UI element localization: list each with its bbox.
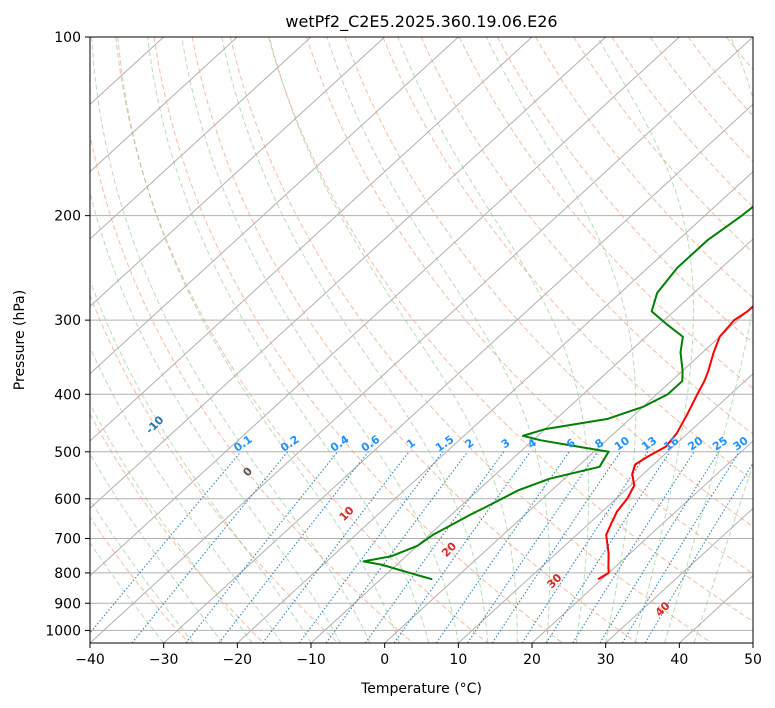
mixing-ratio-line: [218, 451, 369, 643]
mixing-ratio-line: [364, 451, 505, 643]
dry-adiabat-line: [649, 37, 753, 163]
dry-adiabat-line: [420, 37, 753, 435]
x-tick-label: 30: [597, 652, 615, 668]
mixing-ratio-line: [90, 451, 242, 634]
isotherm-gridline: [457, 372, 753, 643]
isotherm-gridline: [236, 170, 753, 643]
moist-adiabat-line: [90, 402, 253, 643]
dry-adiabat-line: [90, 131, 414, 643]
y-tick-label: 400: [54, 387, 81, 403]
dry-adiabat-line: [90, 412, 264, 643]
y-tick-label: 1000: [45, 623, 81, 639]
y-tick-label: 500: [54, 445, 81, 461]
moist-adiabat-line: [90, 190, 341, 643]
y-tick-label: 700: [54, 532, 81, 548]
isotherm-gridline: [90, 37, 459, 375]
dry-adiabat-line: [382, 37, 753, 481]
plot-frame: [89, 36, 754, 644]
isotherm-gridline: [90, 37, 386, 308]
isotherm-gridline: [90, 37, 753, 643]
moist-adiabat-line: [90, 278, 312, 643]
moist-adiabat-line: [597, 37, 694, 643]
isotherm-gridline: [605, 507, 753, 643]
mixing-ratio-line: [325, 451, 468, 643]
moist-adiabat-line: [485, 37, 637, 643]
isotherm-gridline: [384, 305, 753, 643]
moist-adiabat-line: [147, 37, 430, 643]
dry-adiabat-line: [115, 37, 488, 643]
temperature-profile-line: [597, 304, 753, 581]
y-tick-label: 100: [54, 30, 81, 46]
dry-adiabat-line: [191, 37, 638, 643]
dry-adiabat-line: [573, 37, 753, 254]
x-tick-label: −20: [223, 652, 253, 668]
moist-adiabat-line: [91, 37, 371, 643]
isotherm-gridline: [90, 37, 680, 577]
moist-adiabat-line: [90, 452, 223, 643]
dry-adiabat-line: [229, 37, 712, 643]
x-tick-label: −40: [75, 652, 105, 668]
dry-adiabat-line: [496, 37, 753, 344]
mixing-ratio-line: [644, 462, 753, 643]
isotherm-gridline: [531, 440, 753, 643]
x-tick-label: −10: [296, 652, 326, 668]
x-tick-label: 50: [744, 652, 762, 668]
isotherm-gridline: [90, 37, 533, 442]
x-tick-label: −30: [149, 652, 179, 668]
moist-adiabat-line: [268, 37, 518, 643]
moist-adiabat-line: [397, 37, 590, 643]
mixing-ratio-line: [467, 451, 599, 643]
mixing-ratio-line: [621, 451, 740, 643]
moist-adiabat-line: [181, 37, 459, 643]
isotherm-gridline: [90, 37, 238, 173]
mixing-ratio-line: [131, 451, 289, 643]
x-tick-label: 20: [523, 652, 541, 668]
mixing-ratio-line: [298, 451, 444, 643]
moist-adiabat-line: [664, 37, 753, 643]
x-tick-label: 10: [449, 652, 467, 668]
dry-adiabat-line: [535, 37, 753, 299]
x-tick-label: 40: [670, 652, 688, 668]
mixing-ratio-line: [435, 451, 570, 643]
y-tick-label: 900: [54, 596, 81, 612]
moist-adiabat-line: [221, 37, 489, 643]
y-axis-title: Pressure (hPa): [12, 290, 28, 390]
x-axis-title: Temperature (°C): [360, 681, 482, 697]
x-tick-label: 0: [380, 652, 389, 668]
mixing-ratio-line: [393, 451, 531, 643]
dry-adiabat-line: [306, 37, 753, 575]
dry-adiabat-line: [268, 37, 753, 623]
moist-adiabat-line: [693, 463, 753, 643]
y-tick-label: 200: [54, 209, 81, 225]
dry-adiabat-line: [344, 37, 753, 528]
isotherm-gridline: [90, 37, 607, 510]
mixing-ratio-line: [572, 451, 695, 643]
mixing-ratio-line: [262, 451, 410, 643]
chart-title: wetPf2_C2E5.2025.360.19.06.E26: [285, 12, 557, 32]
dry-adiabat-line: [458, 37, 753, 390]
moist-adiabat-line: [117, 37, 400, 643]
isotherm-gridline: [90, 37, 312, 240]
mixing-ratio-line: [491, 451, 621, 643]
dewpoint-profile-line: [362, 205, 753, 581]
mixing-ratio-line: [545, 451, 671, 643]
mixing-ratio-line: [599, 451, 720, 643]
dry-adiabat-line: [153, 37, 563, 643]
y-tick-label: 600: [54, 492, 81, 508]
y-tick-label: 800: [54, 566, 81, 582]
y-tick-label: 300: [54, 313, 81, 329]
isotherm-gridline: [163, 103, 753, 643]
